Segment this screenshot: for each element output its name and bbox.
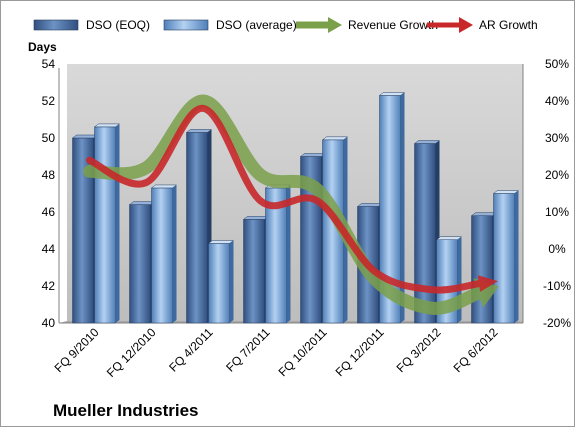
bar-dso-average [378,92,406,324]
bar-dso-average [150,184,178,324]
bar-top [378,92,406,96]
bar-face [94,126,116,324]
bar-dso-average [93,123,121,324]
y2-axis-ticks: -20% -10% 0% 10% 20% 30% 40% 50% [543,57,571,330]
y2-tick-label: 20% [545,168,569,182]
bar-top [71,134,99,139]
legend-item: DSO (EOQ) [33,18,150,32]
bar-dso-average [492,190,520,324]
bar-face [471,215,493,324]
bar-top [470,212,498,216]
y-tick-label: 52 [42,94,56,108]
x-tick-label: FQ 9/2010 [52,325,102,375]
bar-top [413,140,441,144]
x-tick-label: FQ 6/2012 [451,325,501,375]
y-axis-ticks: 40 42 44 46 48 50 52 54 [42,57,56,330]
bar-dso-eoq [128,201,156,324]
growth-curve [86,104,483,294]
bar-top [356,203,384,207]
bar-face [186,132,208,324]
bar-top [299,153,327,157]
bar-side [286,184,291,323]
ar-growth-line [86,104,499,294]
bar-dso-average [321,136,349,324]
y-tick-label: 42 [42,279,56,293]
legend-item: AR Growth [427,17,538,33]
bar-top [150,184,178,189]
y2-tick-label: -20% [543,316,571,330]
bar-face [414,143,436,324]
y2-tick-label: 10% [545,205,569,219]
bar-face [151,187,173,324]
x-tick-label: FQ 10/2011 [276,325,330,379]
x-tick-label: FQ 12/2011 [333,325,387,379]
bar-side [172,184,177,323]
y-tick-label: 54 [42,57,56,71]
bar-side [400,92,405,323]
legend-item: DSO (average) [163,18,297,32]
bar-side [514,190,519,323]
y-tick-label: 46 [42,205,56,219]
growth-lines [83,94,499,315]
legend: DSO (EOQ) DSO (average) Revenue Growth AR G… [33,17,538,33]
bar-top [242,216,270,220]
bar-side [457,236,462,323]
y2-tick-label: 40% [545,94,569,108]
x-tick-label: FQ 12/2010 [104,325,159,380]
y-tick-label: 50 [42,131,56,145]
bar-dso-average [207,240,235,324]
bar-side [229,240,234,323]
bar-face [493,193,515,324]
bar-top [185,129,213,133]
legend-label: DSO (average) [216,18,297,32]
y2-tick-label: 50% [545,57,569,71]
y2-tick-label: -10% [543,279,571,293]
legend-item: Revenue Growth [296,17,438,33]
bar-side [115,123,120,324]
bar-top [492,190,520,194]
bar-face [129,204,151,324]
legend-arrow [328,17,342,33]
legend-label: Revenue Growth [348,18,438,32]
y2-tick-label: 30% [545,131,569,145]
x-tick-label: FQ 4/2011 [166,325,216,375]
y-tick-label: 40 [42,316,56,330]
x-axis-ticks: FQ 9/2010 FQ 12/2010 FQ 4/2011 FQ 7/2011 FQ … [52,325,501,380]
legend-label: AR Growth [479,18,538,32]
y-axis-label: Days [28,40,57,54]
legend-arrow [459,17,473,33]
x-tick-label: FQ 7/2011 [223,325,273,375]
legend-swatch [33,19,79,31]
growth-curve [83,94,485,315]
bar-face [208,243,230,324]
growth-arrowhead [477,275,499,292]
y2-tick-label: 0% [548,242,566,256]
bar-face [243,219,265,324]
legend-label: DSO (EOQ) [86,18,150,32]
bar-dso-eoq [242,216,270,324]
y-tick-label: 48 [42,168,56,182]
bar-top [207,240,235,244]
x-tick-label: FQ 3/2012 [394,325,444,375]
legend-swatch [163,19,209,31]
bar-top [435,236,463,240]
bar-top [128,201,156,205]
bar-dso-eoq [413,140,441,324]
bar-top [321,136,349,141]
y-tick-label: 44 [42,242,56,256]
company-title: Mueller Industries [53,401,198,420]
bar-top [93,123,121,128]
bar-dso-eoq [185,129,213,324]
